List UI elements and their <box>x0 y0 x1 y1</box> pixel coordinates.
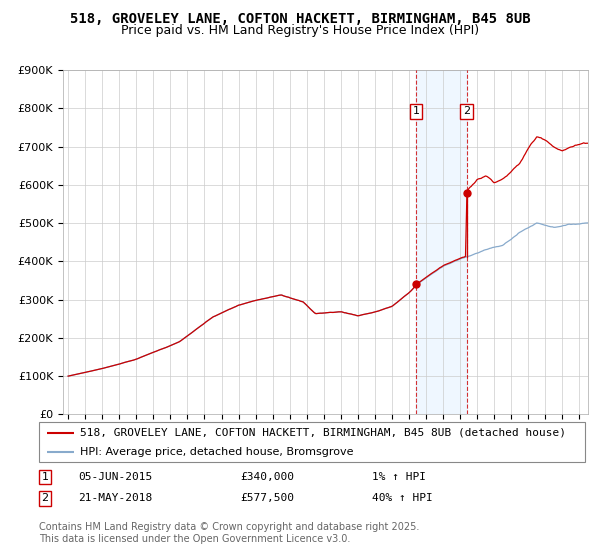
Text: 518, GROVELEY LANE, COFTON HACKETT, BIRMINGHAM, B45 8UB: 518, GROVELEY LANE, COFTON HACKETT, BIRM… <box>70 12 530 26</box>
Text: £340,000: £340,000 <box>240 472 294 482</box>
Text: 2: 2 <box>41 493 49 503</box>
Text: 21-MAY-2018: 21-MAY-2018 <box>78 493 152 503</box>
Text: 1: 1 <box>413 106 419 116</box>
Text: 2: 2 <box>463 106 470 116</box>
Text: Price paid vs. HM Land Registry's House Price Index (HPI): Price paid vs. HM Land Registry's House … <box>121 24 479 36</box>
Text: 1: 1 <box>41 472 49 482</box>
Text: £577,500: £577,500 <box>240 493 294 503</box>
FancyBboxPatch shape <box>39 422 585 462</box>
Text: 1% ↑ HPI: 1% ↑ HPI <box>372 472 426 482</box>
Text: HPI: Average price, detached house, Bromsgrove: HPI: Average price, detached house, Brom… <box>80 447 353 457</box>
Text: Contains HM Land Registry data © Crown copyright and database right 2025.
This d: Contains HM Land Registry data © Crown c… <box>39 522 419 544</box>
Text: 05-JUN-2015: 05-JUN-2015 <box>78 472 152 482</box>
Text: 518, GROVELEY LANE, COFTON HACKETT, BIRMINGHAM, B45 8UB (detached house): 518, GROVELEY LANE, COFTON HACKETT, BIRM… <box>80 428 566 437</box>
Bar <box>416 70 467 414</box>
Text: 40% ↑ HPI: 40% ↑ HPI <box>372 493 433 503</box>
